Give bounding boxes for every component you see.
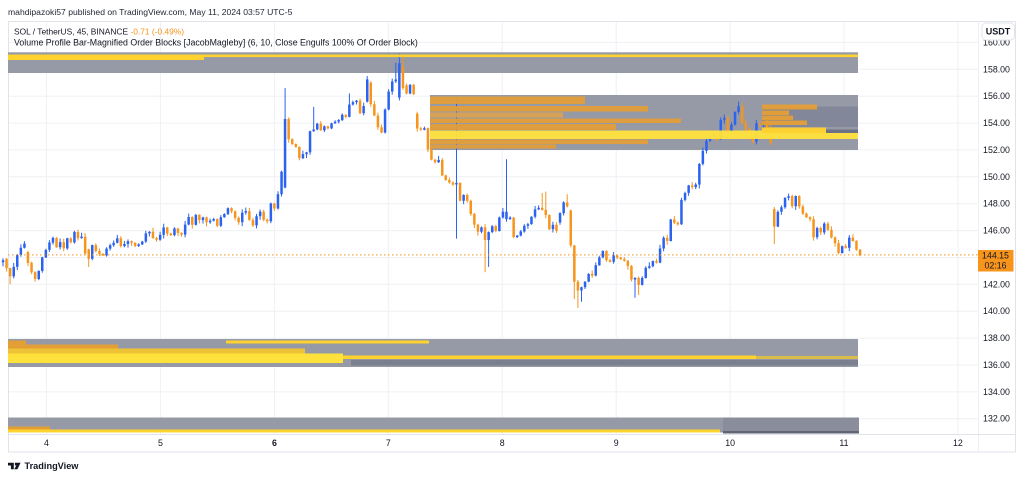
svg-text:156.00: 156.00 — [983, 91, 1010, 101]
svg-text:154.00: 154.00 — [983, 118, 1010, 128]
svg-text:146.00: 146.00 — [983, 226, 1010, 236]
svg-text:USDT: USDT — [986, 27, 1011, 37]
svg-text:138.00: 138.00 — [983, 333, 1010, 343]
svg-text:TradingView: TradingView — [25, 461, 80, 471]
svg-text:150.00: 150.00 — [983, 172, 1010, 182]
svg-text:132.00: 132.00 — [983, 414, 1010, 424]
svg-text:4: 4 — [44, 438, 49, 448]
svg-text:144.15: 144.15 — [982, 251, 1009, 261]
svg-text:148.00: 148.00 — [983, 199, 1010, 209]
svg-text:134.00: 134.00 — [983, 387, 1010, 397]
svg-text:02:16: 02:16 — [984, 261, 1006, 271]
svg-text:9: 9 — [614, 438, 619, 448]
svg-text:142.00: 142.00 — [983, 279, 1010, 289]
svg-text:10: 10 — [725, 438, 735, 448]
svg-text:6: 6 — [272, 438, 277, 448]
svg-text:11: 11 — [839, 438, 848, 448]
svg-text:5: 5 — [158, 438, 163, 448]
svg-text:SOL / TetherUS, 45, BINANCE: SOL / TetherUS, 45, BINANCE — [14, 27, 128, 37]
svg-text:mahdipazoki57 published on Tra: mahdipazoki57 published on TradingView.c… — [8, 7, 293, 17]
svg-text:136.00: 136.00 — [983, 360, 1010, 370]
svg-text:152.00: 152.00 — [983, 145, 1010, 155]
svg-text:160.00: 160.00 — [983, 37, 1010, 47]
svg-text:158.00: 158.00 — [983, 64, 1010, 74]
svg-text:-0.71 (-0.49%): -0.71 (-0.49%) — [131, 27, 185, 37]
svg-text:12: 12 — [953, 438, 963, 448]
svg-text:7: 7 — [386, 438, 391, 448]
svg-text:140.00: 140.00 — [983, 306, 1010, 316]
svg-text:8: 8 — [500, 438, 505, 448]
svg-text:Volume Profile Bar-Magnified O: Volume Profile Bar-Magnified Order Block… — [14, 38, 418, 48]
